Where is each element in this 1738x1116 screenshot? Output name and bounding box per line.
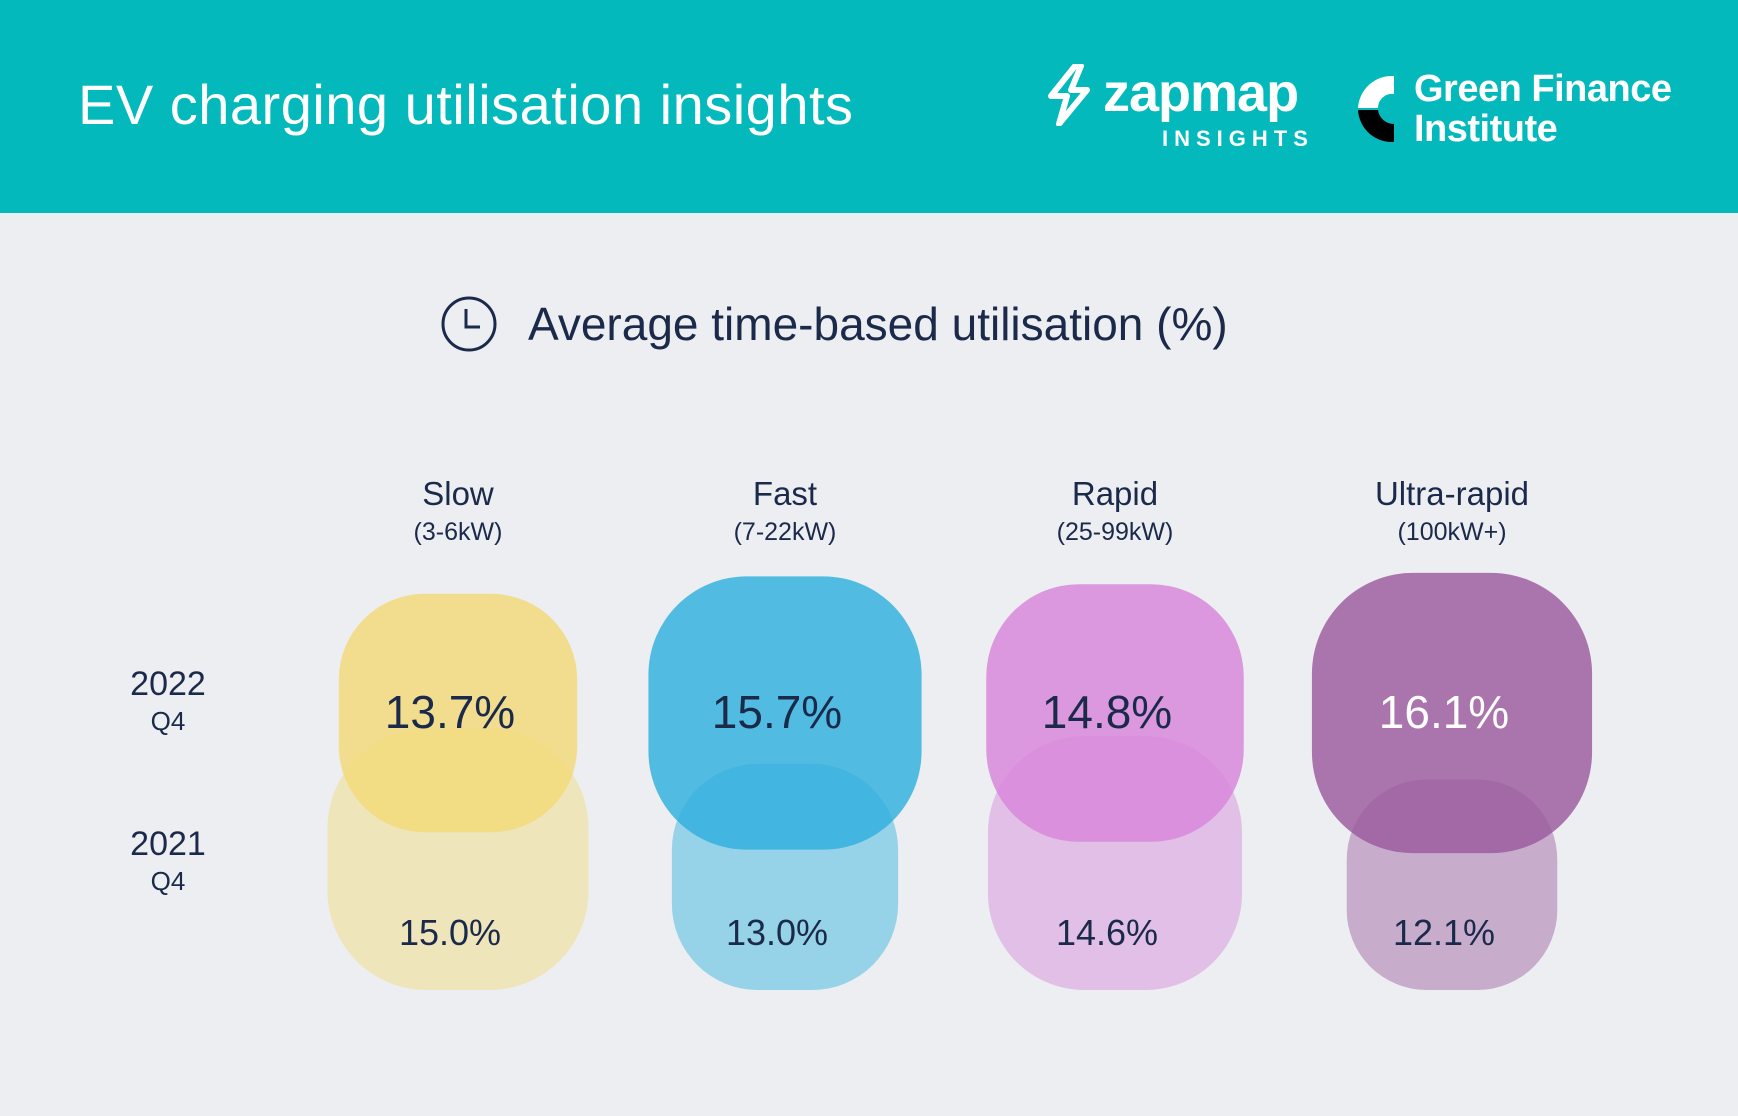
category-range-ultra-rapid: (100kW+): [1397, 518, 1506, 546]
value-label-2021-slow: 15.0%: [399, 912, 501, 953]
category-label-ultra-rapid: Ultra-rapid: [1375, 475, 1529, 512]
gfi-wordmark-line1: Green Finance: [1414, 68, 1672, 110]
value-label-2021-rapid: 14.6%: [1056, 912, 1158, 953]
period-label-2021: 2021: [130, 825, 206, 863]
period-sub-2022: Q4: [151, 706, 186, 736]
gfi-wordmark-line2: Institute: [1414, 108, 1558, 150]
period-label-2022: 2022: [130, 665, 206, 703]
period-sub-2021: Q4: [151, 866, 186, 896]
value-label-2022-rapid: 14.8%: [1042, 686, 1172, 738]
value-label-2022-slow: 13.7%: [385, 686, 515, 738]
category-range-slow: (3-6kW): [414, 518, 503, 546]
zapmap-wordmark: zapmap: [1103, 63, 1299, 123]
bar-2022-slow: [338, 593, 578, 833]
value-label-2021-ultra-rapid: 12.1%: [1393, 912, 1495, 953]
bar-2022-rapid: [986, 584, 1244, 842]
zapmap-subtitle: INSIGHTS: [1162, 126, 1314, 151]
category-range-fast: (7-22kW): [734, 518, 837, 546]
lightning-bolt-icon: [1048, 64, 1090, 126]
zapmap-logo: zapmap INSIGHTS: [1045, 62, 1308, 152]
green-finance-institute-logo: Green Finance Institute: [1354, 68, 1674, 158]
category-label-slow: Slow: [422, 475, 494, 512]
page-title: EV charging utilisation insights: [78, 73, 854, 136]
category-range-rapid: (25-99kW): [1057, 518, 1174, 546]
header-banner: EV charging utilisation insights zapmap …: [0, 0, 1738, 213]
chart-title: Average time-based utilisation (%): [528, 298, 1228, 350]
value-label-2021-fast: 13.0%: [726, 912, 828, 953]
chart-title-row: Average time-based utilisation (%): [0, 295, 1738, 355]
category-label-rapid: Rapid: [1072, 475, 1158, 512]
clock-icon: [441, 296, 497, 352]
value-label-2022-ultra-rapid: 16.1%: [1379, 686, 1509, 738]
bar-2022-ultra-rapid: [1311, 572, 1593, 854]
bar-2022-fast: [648, 576, 922, 850]
category-label-fast: Fast: [753, 475, 817, 512]
value-label-2022-fast: 15.7%: [712, 686, 842, 738]
gfi-mark-icon: [1358, 75, 1394, 143]
